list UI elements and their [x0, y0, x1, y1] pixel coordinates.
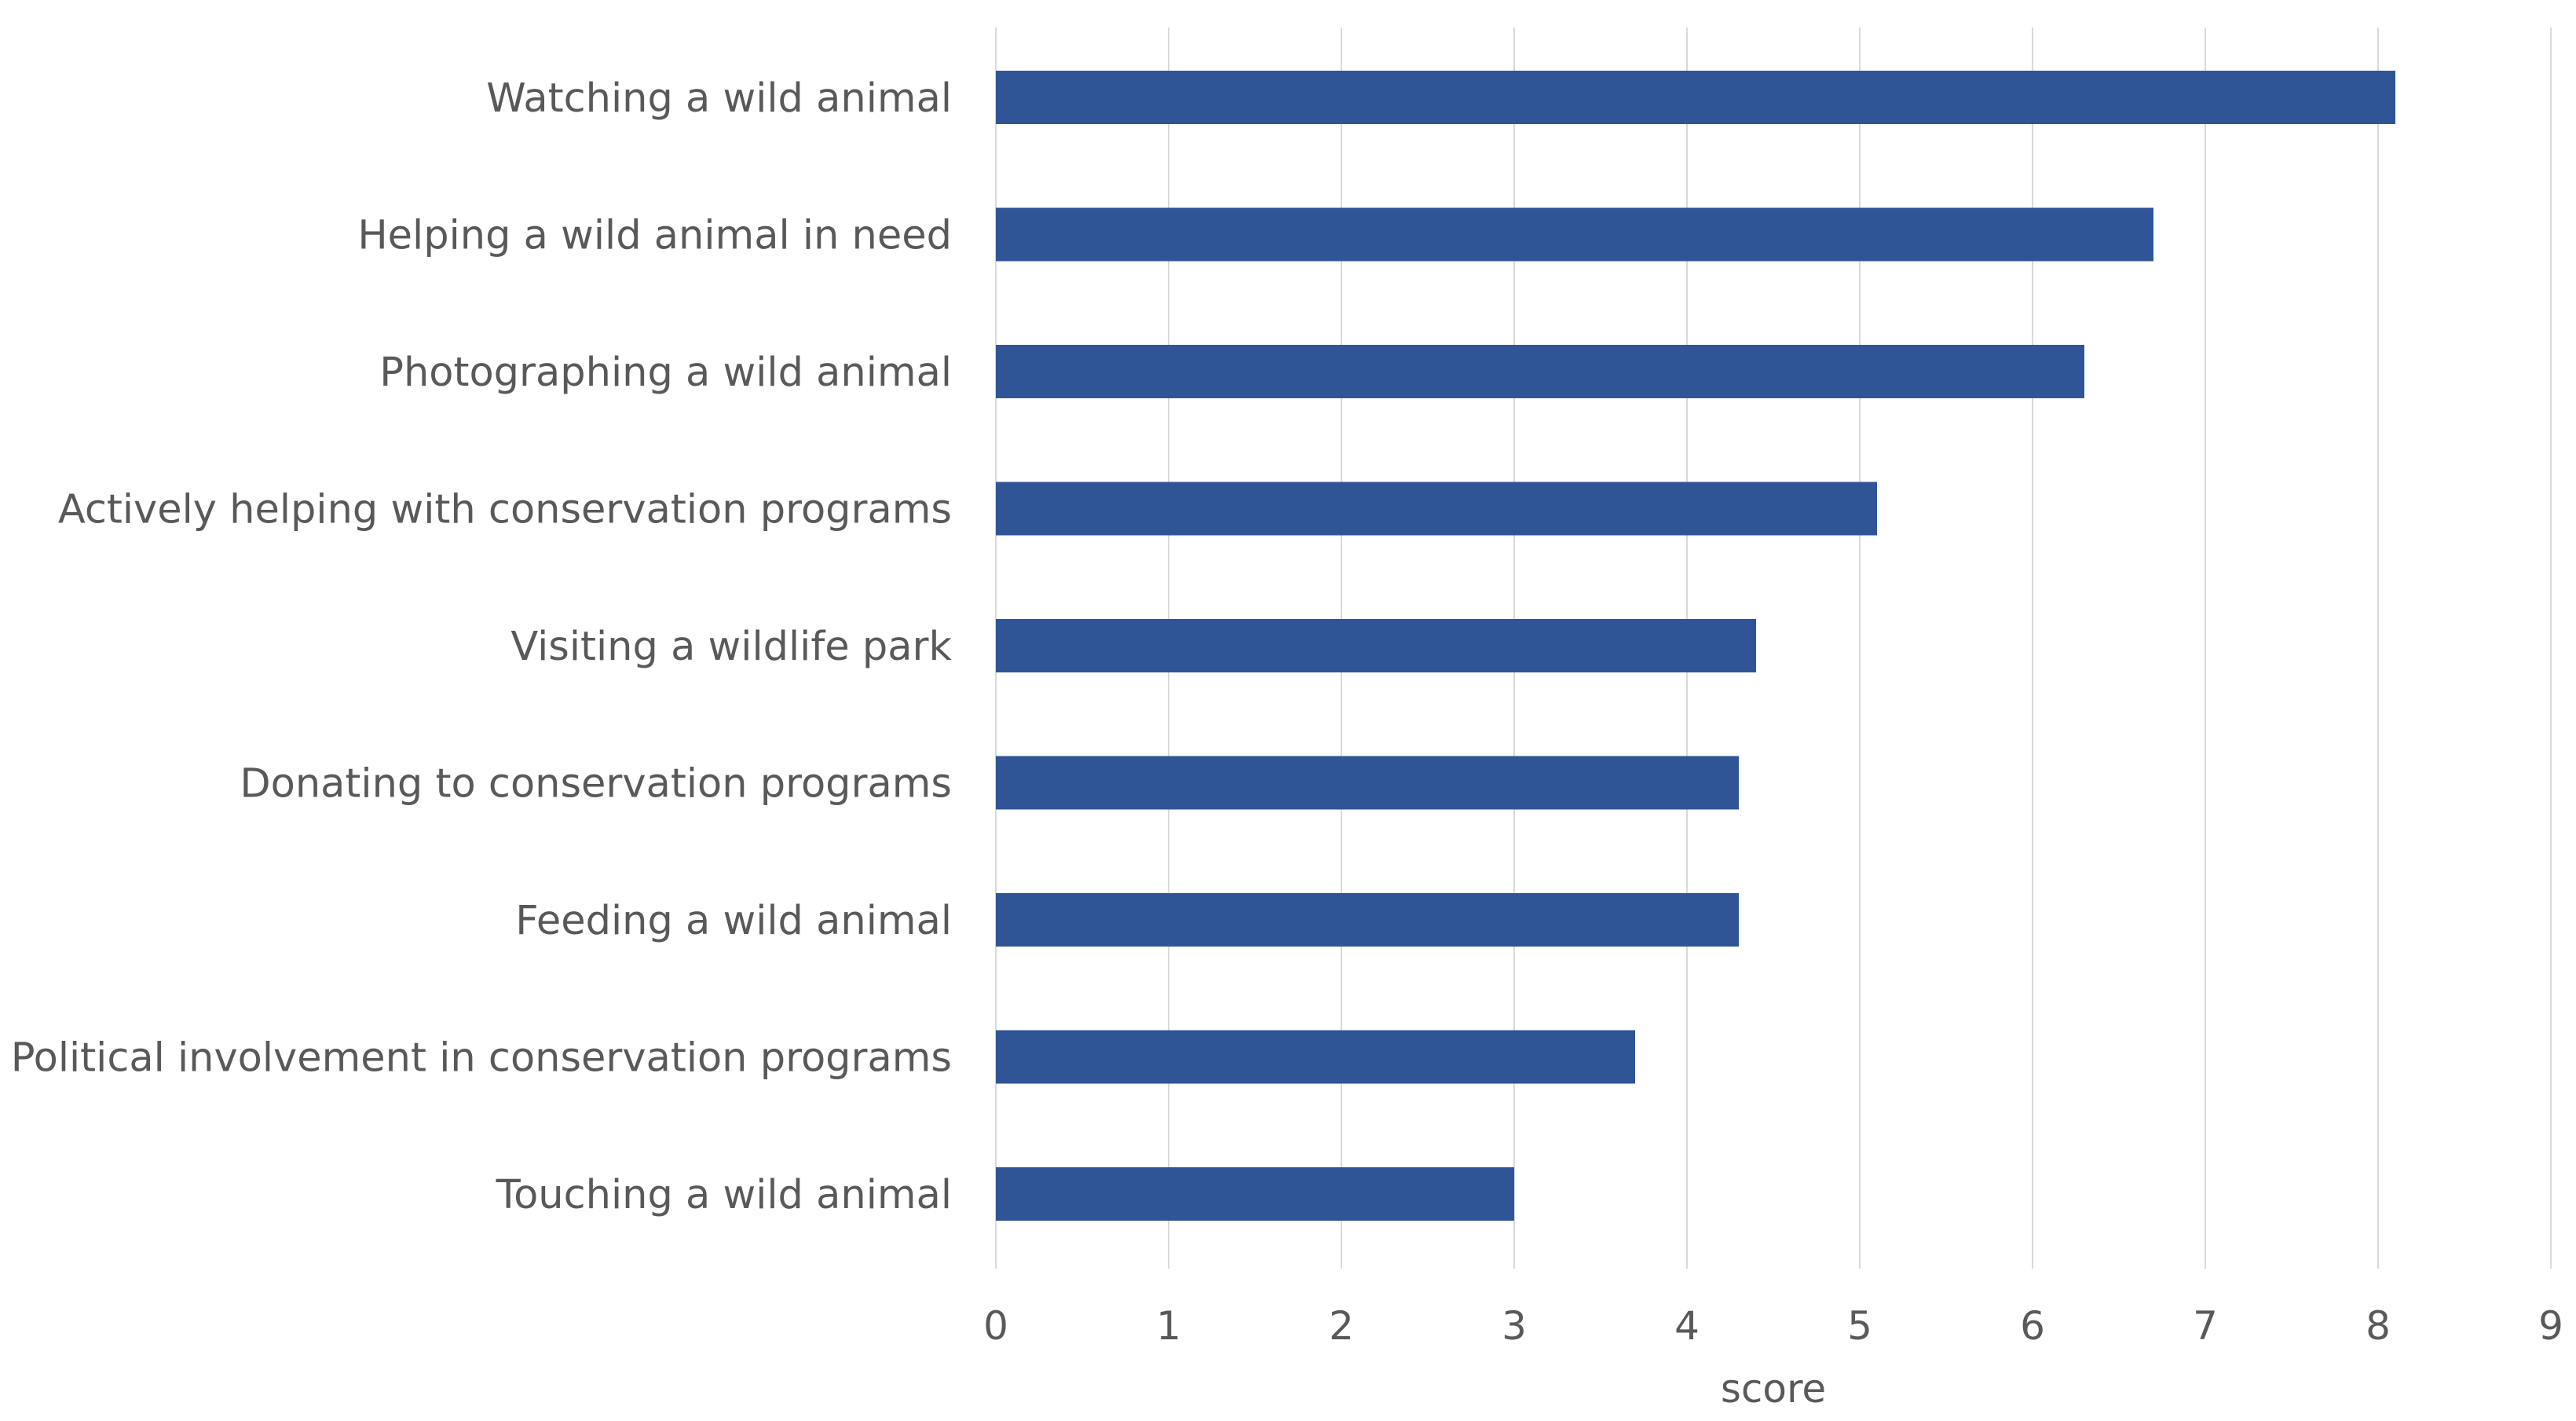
category-label: Feeding a wild animal: [515, 898, 952, 944]
category-label: Political involvement in conservation pr…: [11, 1035, 952, 1082]
x-tick-label: 6: [2020, 1303, 2045, 1349]
category-label: Watching a wild animal: [486, 75, 952, 122]
bar: [996, 345, 2084, 398]
x-tick-label: 4: [1674, 1303, 1700, 1349]
x-tick-label: 7: [2193, 1303, 2218, 1349]
category-label: Photographing a wild animal: [379, 350, 952, 396]
category-label: Actively helping with conservation progr…: [58, 487, 952, 533]
x-tick-label: 2: [1329, 1303, 1354, 1349]
x-tick-label: 3: [1502, 1303, 1527, 1349]
x-tick-label: 9: [2538, 1303, 2563, 1349]
category-label: Visiting a wildlife park: [510, 624, 952, 670]
x-tick-label: 8: [2366, 1303, 2391, 1349]
bar: [996, 893, 1739, 947]
category-label: Touching a wild animal: [496, 1172, 952, 1218]
x-tick-label: 0: [983, 1303, 1008, 1349]
category-label: Helping a wild animal in need: [357, 213, 952, 259]
x-tick-labels: 0 1 2 3 4 5 6 7 8 9: [983, 1303, 2563, 1349]
x-tick-label: 5: [1847, 1303, 1872, 1349]
bar: [996, 619, 1756, 672]
bar: [996, 482, 1877, 536]
x-axis-title: score: [1721, 1366, 1826, 1412]
x-tick-label: 1: [1156, 1303, 1181, 1349]
bar: [996, 756, 1739, 810]
category-label: Donating to conservation programs: [240, 761, 952, 808]
bar: [996, 1167, 1514, 1221]
category-labels: Watching a wild animal Helping a wild ani…: [11, 75, 953, 1218]
bars: [996, 71, 2395, 1221]
bar: [996, 207, 2153, 262]
bar: [996, 1030, 1635, 1084]
bar: [996, 71, 2395, 124]
